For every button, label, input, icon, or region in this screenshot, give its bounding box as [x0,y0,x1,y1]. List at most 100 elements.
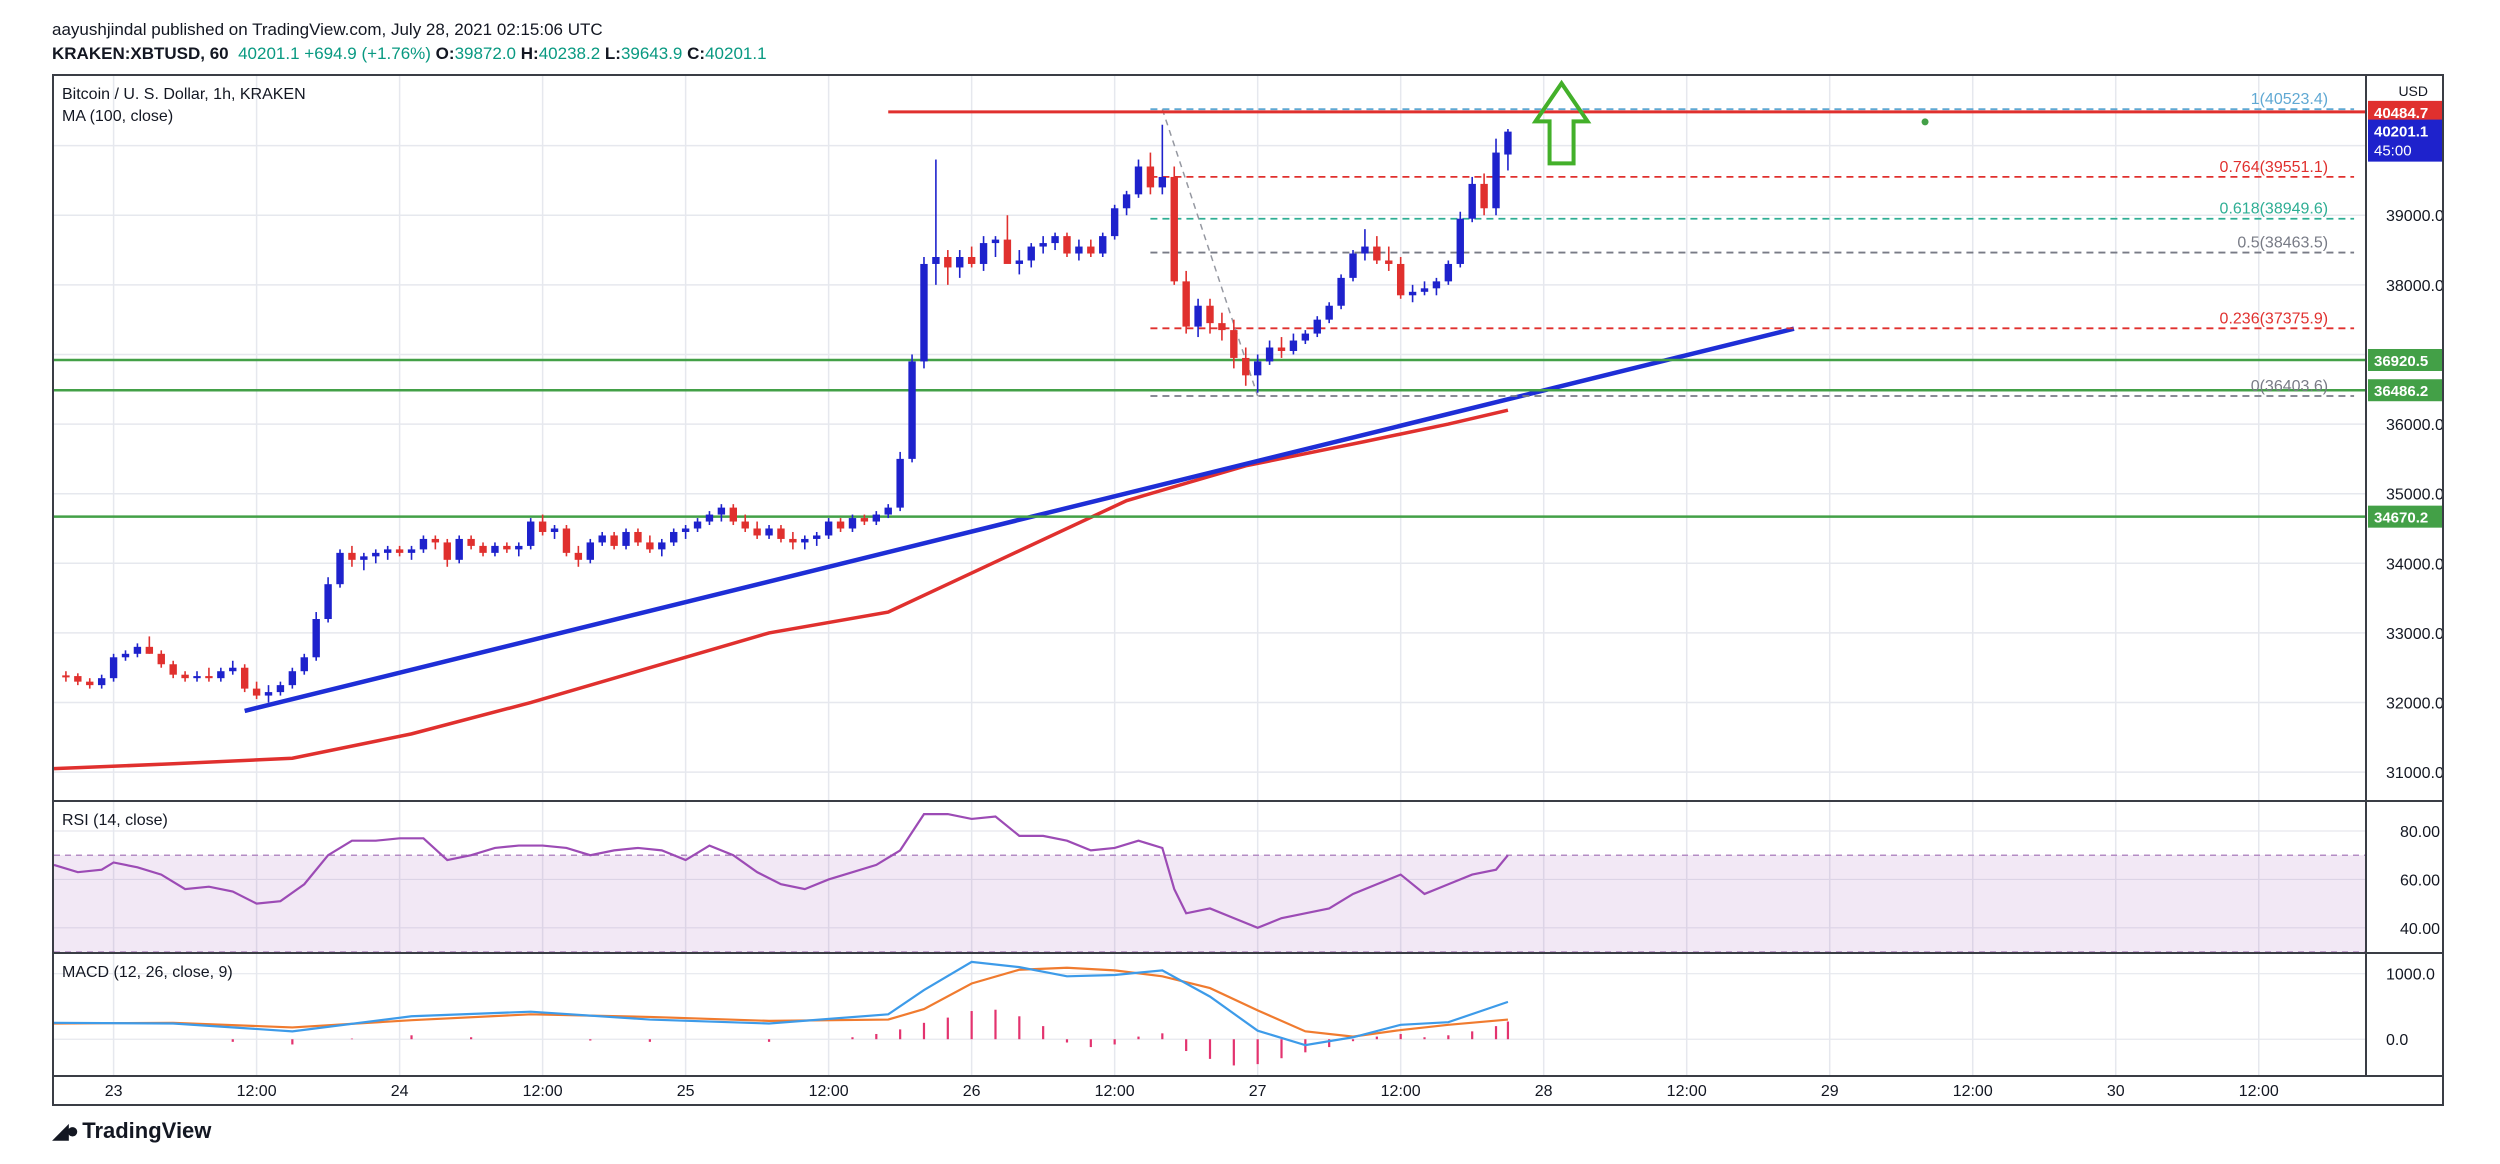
fib-level-label: 0.618(38949.6) [2220,201,2329,218]
candle-body [658,542,666,550]
candle-body [622,531,630,546]
y-tick-label: 33000.0 [2386,626,2444,643]
tradingview-logo-icon: ◢● [52,1118,79,1143]
candle-body [944,257,952,268]
candle-body [1015,260,1024,264]
candle-body [217,671,225,679]
candle-body [252,688,261,696]
candle-body [1075,246,1083,254]
candle-body [324,584,332,619]
candle-body [896,458,904,508]
candle-body [1301,333,1310,341]
ma100-line [53,408,1509,771]
open-value: 39872.0 [454,44,517,63]
marker-dot [1921,118,1929,126]
candle-body [455,538,463,560]
candle-body [860,518,869,522]
candle-body [1361,246,1369,254]
tradingview-logo[interactable]: ◢● TradingView [52,1118,211,1144]
tradingview-logo-text: TradingView [82,1118,212,1143]
candle-body [1456,218,1464,264]
candle-body [1134,166,1143,195]
x-tick-label: 12:00 [1667,1083,1707,1100]
candle-body [1396,263,1405,296]
candle-body [193,676,201,679]
macd-y-tick-label: 0.0 [2386,1032,2408,1049]
candle-body [1218,323,1226,331]
candle-body [789,538,797,543]
fib-level-label: 0.5(38463.5) [2237,235,2328,252]
candle-body [634,531,642,543]
candle-body [693,521,702,529]
candle-body [1110,208,1119,237]
x-tick-label: 28 [1535,1083,1553,1100]
candle-body [1373,246,1381,261]
main-pane-title: Bitcoin / U. S. Dollar, 1h, KRAKEN [62,86,306,103]
candle-body [1504,131,1512,155]
candle-body [1265,347,1274,362]
candle-body [1408,291,1417,296]
candle-body [205,676,213,679]
price-pane[interactable]: 1(40523.4) 0.764(39551.1) 0.618(38949.6) 0.… [53,79,2366,771]
candle-body [1146,166,1155,188]
rsi-pane[interactable] [53,812,2366,953]
low-value: 39643.9 [620,44,683,63]
candle-body [681,528,690,532]
candle-body [574,552,583,560]
candle-body [479,545,487,553]
publish-line: aayushjindal published on TradingView.co… [52,18,767,42]
candle-body [1230,330,1238,358]
candle-body [145,646,154,654]
candle-body [991,239,1000,244]
candle-body [920,263,928,362]
rsi-y-tick-label: 60.00 [2400,872,2440,889]
x-tick-label: 12:00 [1095,1083,1135,1100]
candle-body [336,552,344,585]
fib-level-label: 1(40523.4) [2251,91,2328,108]
candle-body [670,531,678,543]
x-tick-label: 30 [2107,1083,2125,1100]
publish-info: published on TradingView.com, July 28, 2… [146,20,603,39]
candle-body [467,538,475,546]
candle-body [348,552,356,560]
publisher-name[interactable]: aayushjindal [52,20,147,39]
candle-body [1158,176,1167,188]
symbol-label: KRAKEN:XBTUSD, 60 [52,44,229,63]
candle-body [610,535,618,546]
close-label: C: [687,44,706,63]
candle-body [1444,263,1453,282]
macd-pane[interactable] [53,960,1510,1066]
rsi-line [53,812,1509,929]
last-price-tag [2368,119,2442,162]
grid-lines [54,76,2366,1076]
high-value: 40238.2 [538,44,601,63]
candle-body [932,257,940,264]
candle-body [312,619,320,658]
high-label: H: [520,44,539,63]
x-tick-label: 24 [391,1083,409,1100]
candle-body [1492,152,1500,209]
currency-label: USD [2398,83,2428,99]
candle-body [765,528,773,536]
fib-level-label: 0.236(37375.9) [2220,310,2329,327]
x-tick-label: 12:00 [809,1083,849,1100]
x-tick-label: 25 [677,1083,695,1100]
candle-body [1432,281,1441,289]
candle-body [956,257,964,268]
candle-body [1385,260,1393,264]
candle-body [443,542,451,560]
candle-body [1349,253,1357,278]
x-tick-label: 12:00 [2239,1083,2279,1100]
candle-body [109,657,118,679]
candle-body [1099,236,1107,254]
macd-legend: MACD (12, 26, close, 9) [62,964,233,981]
candle-body [74,676,82,682]
candle-body [801,538,809,543]
rsi-y-tick-label: 40.00 [2400,921,2440,938]
ohlc-line: KRAKEN:XBTUSD, 60 40201.1 +694.9 (+1.76%… [52,42,767,66]
y-tick-label: 38000.0 [2386,278,2444,295]
support-price-tag [2368,348,2442,371]
candle-body [133,646,142,654]
candle-body [515,545,523,550]
